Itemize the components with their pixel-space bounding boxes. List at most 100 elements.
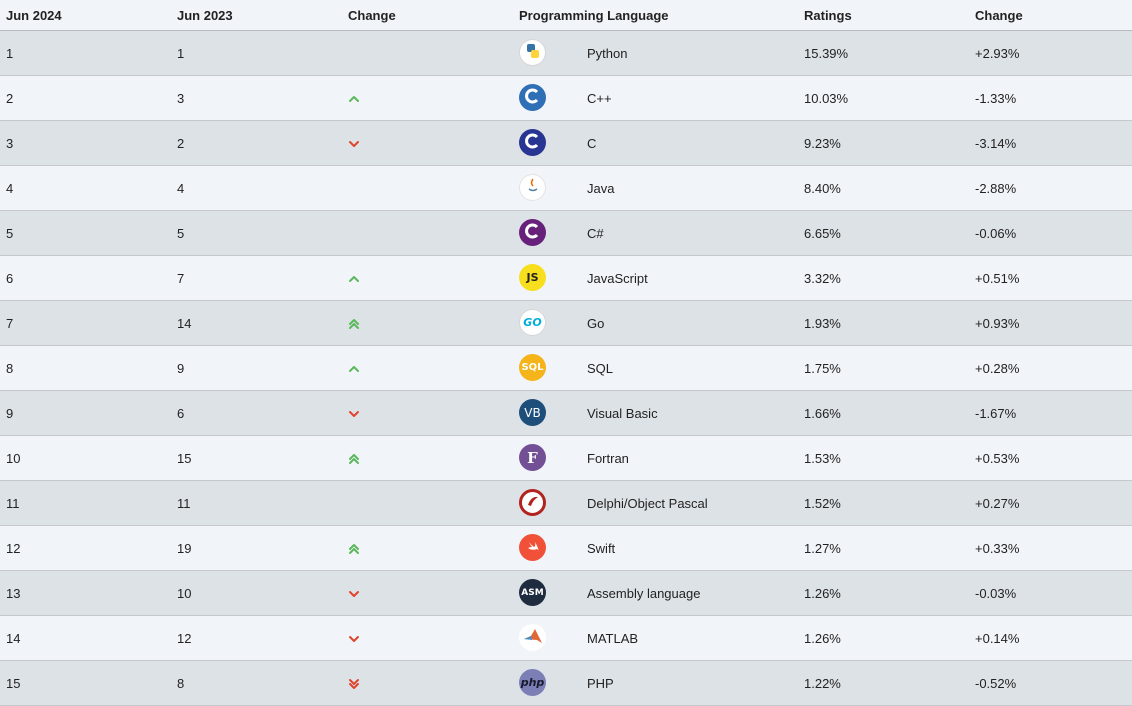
rating-change: +0.27% [975, 495, 1020, 511]
rank-previous: 7 [177, 270, 185, 286]
rank-previous: 5 [177, 225, 185, 241]
table-row: 7 14 GO Go 1.93% +0.93% [0, 301, 1132, 346]
table-row: 1 1 Python 15.39% +2.93% [0, 31, 1132, 76]
language-name: Python [587, 45, 628, 61]
rating-change: +0.51% [975, 270, 1020, 286]
rating-value: 3.32% [804, 270, 841, 286]
language-name: C++ [587, 90, 612, 106]
table-row: 5 5 C# 6.65% -0.06% [0, 211, 1132, 256]
rating-value: 1.52% [804, 495, 841, 511]
arrow-down-icon [349, 591, 359, 597]
double-arrow-up-icon [349, 544, 359, 554]
rating-value: 6.65% [804, 225, 841, 241]
rank-current: 14 [6, 630, 21, 646]
rating-value: 1.66% [804, 405, 841, 421]
rating-change: -1.33% [975, 90, 1017, 106]
php-icon: php [519, 669, 546, 696]
rating-change: -0.03% [975, 585, 1017, 601]
table-row: 8 9 SQL SQL 1.75% +0.28% [0, 346, 1132, 391]
rating-value: 1.22% [804, 675, 841, 691]
rank-current: 1 [6, 45, 14, 61]
rating-change: +0.33% [975, 540, 1020, 556]
rating-change: -0.06% [975, 225, 1017, 241]
language-name: C# [587, 225, 604, 241]
rank-current: 7 [6, 315, 14, 331]
table-row: 12 19 Swift 1.27% +0.33% [0, 526, 1132, 571]
table-row: 9 6 VB Visual Basic 1.66% -1.67% [0, 391, 1132, 436]
rating-change: -2.88% [975, 180, 1017, 196]
table-row: 15 8 php PHP 1.22% -0.52% [0, 661, 1132, 706]
double-arrow-down-icon [349, 679, 359, 689]
header-jun-2024: Jun 2024 [6, 7, 62, 23]
rank-current: 9 [6, 405, 14, 421]
sql-icon: SQL [519, 354, 546, 381]
language-name: PHP [587, 675, 614, 691]
rank-previous: 4 [177, 180, 185, 196]
language-name: Fortran [587, 450, 629, 466]
rating-value: 9.23% [804, 135, 841, 151]
assembly-icon: ASM [519, 579, 546, 606]
rank-previous: 11 [177, 495, 191, 511]
c-icon [519, 129, 546, 156]
arrow-down-icon [349, 141, 359, 147]
rank-previous: 12 [177, 630, 192, 646]
rank-previous: 10 [177, 585, 192, 601]
rank-current: 15 [6, 675, 21, 691]
language-name: JavaScript [587, 270, 648, 286]
table-row: 10 15 F Fortran 1.53% +0.53% [0, 436, 1132, 481]
header-programming-language: Programming Language [519, 7, 669, 23]
csharp-icon [519, 219, 546, 246]
arrow-down-icon [349, 636, 359, 642]
rank-current: 11 [6, 495, 20, 511]
double-arrow-up-icon [349, 454, 359, 464]
table-row: 13 10 ASM Assembly language 1.26% -0.03% [0, 571, 1132, 616]
rating-change: -3.14% [975, 135, 1017, 151]
rank-previous: 9 [177, 360, 185, 376]
rating-value: 8.40% [804, 180, 841, 196]
header-ratings: Ratings [804, 7, 852, 23]
rank-current: 3 [6, 135, 14, 151]
header-jun-2023: Jun 2023 [177, 7, 233, 23]
rating-change: -1.67% [975, 405, 1017, 421]
rank-previous: 8 [177, 675, 185, 691]
rating-value: 1.26% [804, 585, 841, 601]
rank-previous: 15 [177, 450, 192, 466]
rank-current: 2 [6, 90, 14, 106]
rank-current: 13 [6, 585, 21, 601]
rank-current: 12 [6, 540, 21, 556]
rank-previous: 1 [177, 45, 185, 61]
header-rating-change: Change [975, 7, 1023, 23]
table-row: 11 11 Delphi/Object Pascal 1.52% +0.27% [0, 481, 1132, 526]
rating-value: 1.26% [804, 630, 841, 646]
rank-previous: 14 [177, 315, 192, 331]
table-row: 6 7 JS JavaScript 3.32% +0.51% [0, 256, 1132, 301]
rank-current: 6 [6, 270, 14, 286]
rating-change: +0.14% [975, 630, 1020, 646]
rank-current: 5 [6, 225, 14, 241]
rating-change: +0.93% [975, 315, 1020, 331]
rank-previous: 3 [177, 90, 185, 106]
table-row: 3 2 C 9.23% -3.14% [0, 121, 1132, 166]
rank-current: 4 [6, 180, 14, 196]
language-name: MATLAB [587, 630, 639, 646]
rank-previous: 6 [177, 405, 185, 421]
table-row: 4 4 Java 8.40% -2.88% [0, 166, 1132, 211]
rating-change: -0.52% [975, 675, 1017, 691]
rating-value: 1.27% [804, 540, 841, 556]
language-name: Java [587, 180, 615, 196]
rating-change: +0.28% [975, 360, 1020, 376]
language-name: Visual Basic [587, 405, 658, 421]
language-name: Go [587, 315, 605, 331]
fortran-icon: F [519, 444, 546, 471]
javascript-icon: JS [519, 264, 546, 291]
cpp-icon [519, 84, 546, 111]
rating-change: +2.93% [975, 45, 1020, 61]
rank-current: 8 [6, 360, 14, 376]
table-header: Jun 2024 Jun 2023 Change Programming Lan… [0, 0, 1132, 31]
go-icon: GO [519, 309, 546, 336]
rating-value: 1.53% [804, 450, 841, 466]
rating-value: 10.03% [804, 90, 849, 106]
java-icon [519, 174, 546, 201]
table-row: 14 12 MATLAB 1.26% +0.14% [0, 616, 1132, 661]
